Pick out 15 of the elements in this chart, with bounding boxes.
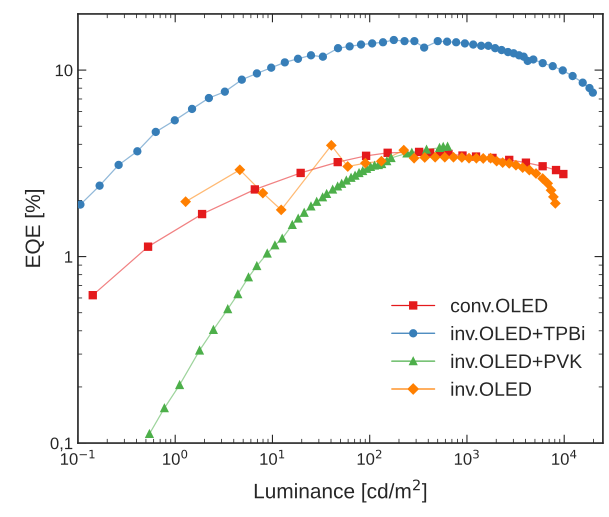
- legend-label: inv.OLED+PVK: [451, 354, 582, 368]
- x-tick-label: 10$^{0}$: [163, 450, 188, 465]
- y-axis-title: EQE [%]: [24, 190, 44, 267]
- x-tick-label: 10$^{1}$: [260, 450, 284, 465]
- legend-label: inv.OLED+TPBi: [451, 326, 584, 340]
- x-tick-label: 10$^{3}$: [454, 450, 479, 465]
- y-tick-label: 10: [56, 64, 72, 76]
- y-tick-label: 1: [65, 251, 72, 263]
- x-tick-label: 10$^{2}$: [358, 450, 382, 465]
- legend-label: conv.OLED: [450, 298, 548, 312]
- x-tick-label: 10$^{4}$: [552, 450, 576, 465]
- x-axis-title: Luminance [cd/m$^{2}$]: [254, 479, 426, 503]
- legend-label: inv.OLED: [451, 382, 531, 396]
- y-tick-label: 0,1: [50, 437, 72, 452]
- x-tick-label: 10$^{−1}$: [60, 450, 95, 465]
